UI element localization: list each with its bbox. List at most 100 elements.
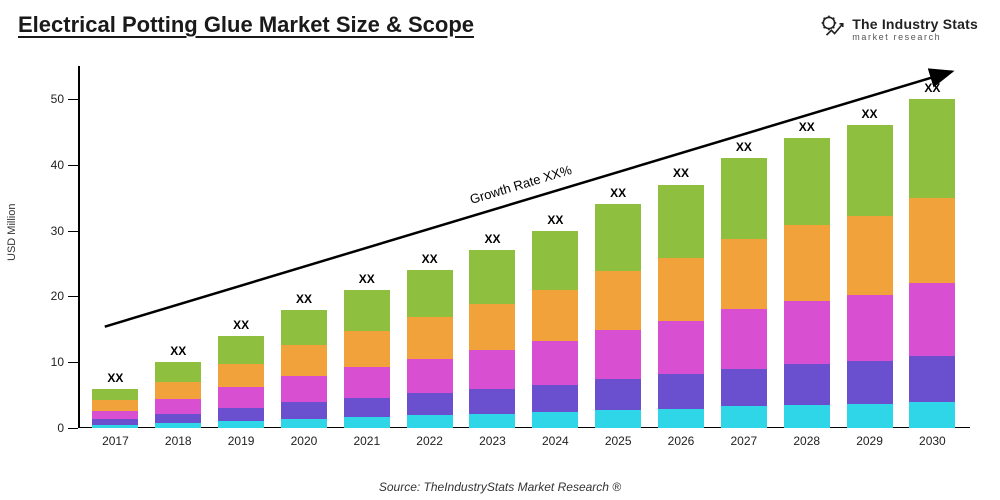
bar-segment: [281, 310, 327, 346]
y-tick-label: 20: [51, 289, 64, 303]
y-tick-label: 50: [51, 92, 64, 106]
bar-segment: [281, 419, 327, 428]
chart-container: USD Million 01020304050 XXXXXXXXXXXXXXXX…: [18, 56, 982, 466]
bar-segment: [344, 417, 390, 428]
bar-segment: [469, 414, 515, 428]
bar-segment: [344, 290, 390, 331]
bar-column: XX: [909, 81, 955, 428]
bar-column: XX: [847, 107, 893, 428]
brand-main: The Industry Stats: [852, 17, 978, 31]
y-tick: [68, 99, 78, 100]
bar-segment: [155, 362, 201, 382]
bar-segment: [909, 99, 955, 198]
bar-segment: [532, 341, 578, 384]
bar-column: XX: [469, 232, 515, 428]
bar-segment: [721, 369, 767, 407]
x-tick-label: 2020: [281, 434, 327, 450]
bar-segment: [847, 361, 893, 403]
bar-segment: [155, 423, 201, 428]
bar-segment: [92, 411, 138, 420]
bar-segment: [155, 414, 201, 423]
bar-segment: [469, 250, 515, 303]
bar-segment: [218, 336, 264, 364]
bar-segment: [784, 301, 830, 365]
brand-sub: market research: [852, 33, 978, 42]
bar-segment: [92, 425, 138, 428]
bar-column: XX: [721, 140, 767, 428]
bar-segment: [658, 374, 704, 408]
bar-column: XX: [784, 120, 830, 428]
stacked-bar: [909, 99, 955, 428]
bar-segment: [155, 382, 201, 399]
bar-segment: [909, 198, 955, 284]
bar-column: XX: [155, 344, 201, 428]
bar-column: XX: [281, 292, 327, 428]
bar-segment: [721, 158, 767, 239]
bar-top-label: XX: [736, 140, 752, 154]
bar-column: XX: [532, 213, 578, 428]
bar-segment: [407, 393, 453, 415]
x-tick-label: 2027: [721, 434, 767, 450]
y-tick: [68, 362, 78, 363]
bar-column: XX: [218, 318, 264, 428]
bar-segment: [218, 387, 264, 407]
bar-segment: [407, 270, 453, 317]
bar-top-label: XX: [296, 292, 312, 306]
bar-segment: [92, 389, 138, 401]
bar-segment: [784, 225, 830, 300]
bar-segment: [595, 379, 641, 410]
bar-top-label: XX: [359, 272, 375, 286]
y-tick: [68, 231, 78, 232]
bar-segment: [658, 321, 704, 375]
y-axis-label: USD Million: [6, 204, 18, 261]
brand-text: The Industry Stats market research: [852, 17, 978, 42]
bar-segment: [847, 295, 893, 362]
bar-top-label: XX: [547, 213, 563, 227]
x-tick-label: 2024: [532, 434, 578, 450]
bar-segment: [595, 410, 641, 428]
y-tick-label: 30: [51, 224, 64, 238]
bars-group: XXXXXXXXXXXXXXXXXXXXXXXXXXXX: [78, 66, 970, 428]
x-tick-label: 2019: [218, 434, 264, 450]
bar-segment: [218, 364, 264, 388]
bar-segment: [595, 204, 641, 271]
bar-top-label: XX: [422, 252, 438, 266]
bar-column: XX: [658, 166, 704, 428]
plot-area: 01020304050 XXXXXXXXXXXXXXXXXXXXXXXXXXXX…: [78, 66, 970, 428]
x-tick-label: 2028: [784, 434, 830, 450]
bar-segment: [218, 408, 264, 421]
bar-segment: [909, 283, 955, 355]
stacked-bar: [92, 389, 138, 428]
bar-segment: [721, 239, 767, 309]
page-root: Electrical Potting Glue Market Size & Sc…: [0, 0, 1000, 500]
bar-segment: [658, 409, 704, 428]
bar-column: XX: [407, 252, 453, 428]
x-ticks: 2017201820192020202120222023202420252026…: [78, 434, 970, 450]
bar-segment: [155, 399, 201, 413]
stacked-bar: [847, 125, 893, 428]
y-tick: [68, 428, 78, 429]
bar-segment: [532, 290, 578, 341]
bar-segment: [532, 385, 578, 413]
x-tick-label: 2018: [155, 434, 201, 450]
bar-segment: [721, 309, 767, 368]
y-tick-label: 0: [57, 421, 64, 435]
bar-segment: [658, 258, 704, 321]
stacked-bar: [532, 231, 578, 428]
bar-segment: [847, 125, 893, 216]
bar-segment: [784, 138, 830, 225]
x-tick-label: 2021: [344, 434, 390, 450]
bar-segment: [595, 330, 641, 379]
bar-segment: [344, 331, 390, 367]
bar-segment: [407, 415, 453, 428]
bar-segment: [658, 185, 704, 258]
bar-segment: [784, 405, 830, 428]
bar-top-label: XX: [233, 318, 249, 332]
bar-segment: [469, 304, 515, 350]
bar-segment: [281, 376, 327, 402]
stacked-bar: [407, 270, 453, 428]
bar-segment: [407, 317, 453, 358]
bar-segment: [847, 404, 893, 428]
stacked-bar: [784, 138, 830, 428]
x-tick-label: 2030: [909, 434, 955, 450]
